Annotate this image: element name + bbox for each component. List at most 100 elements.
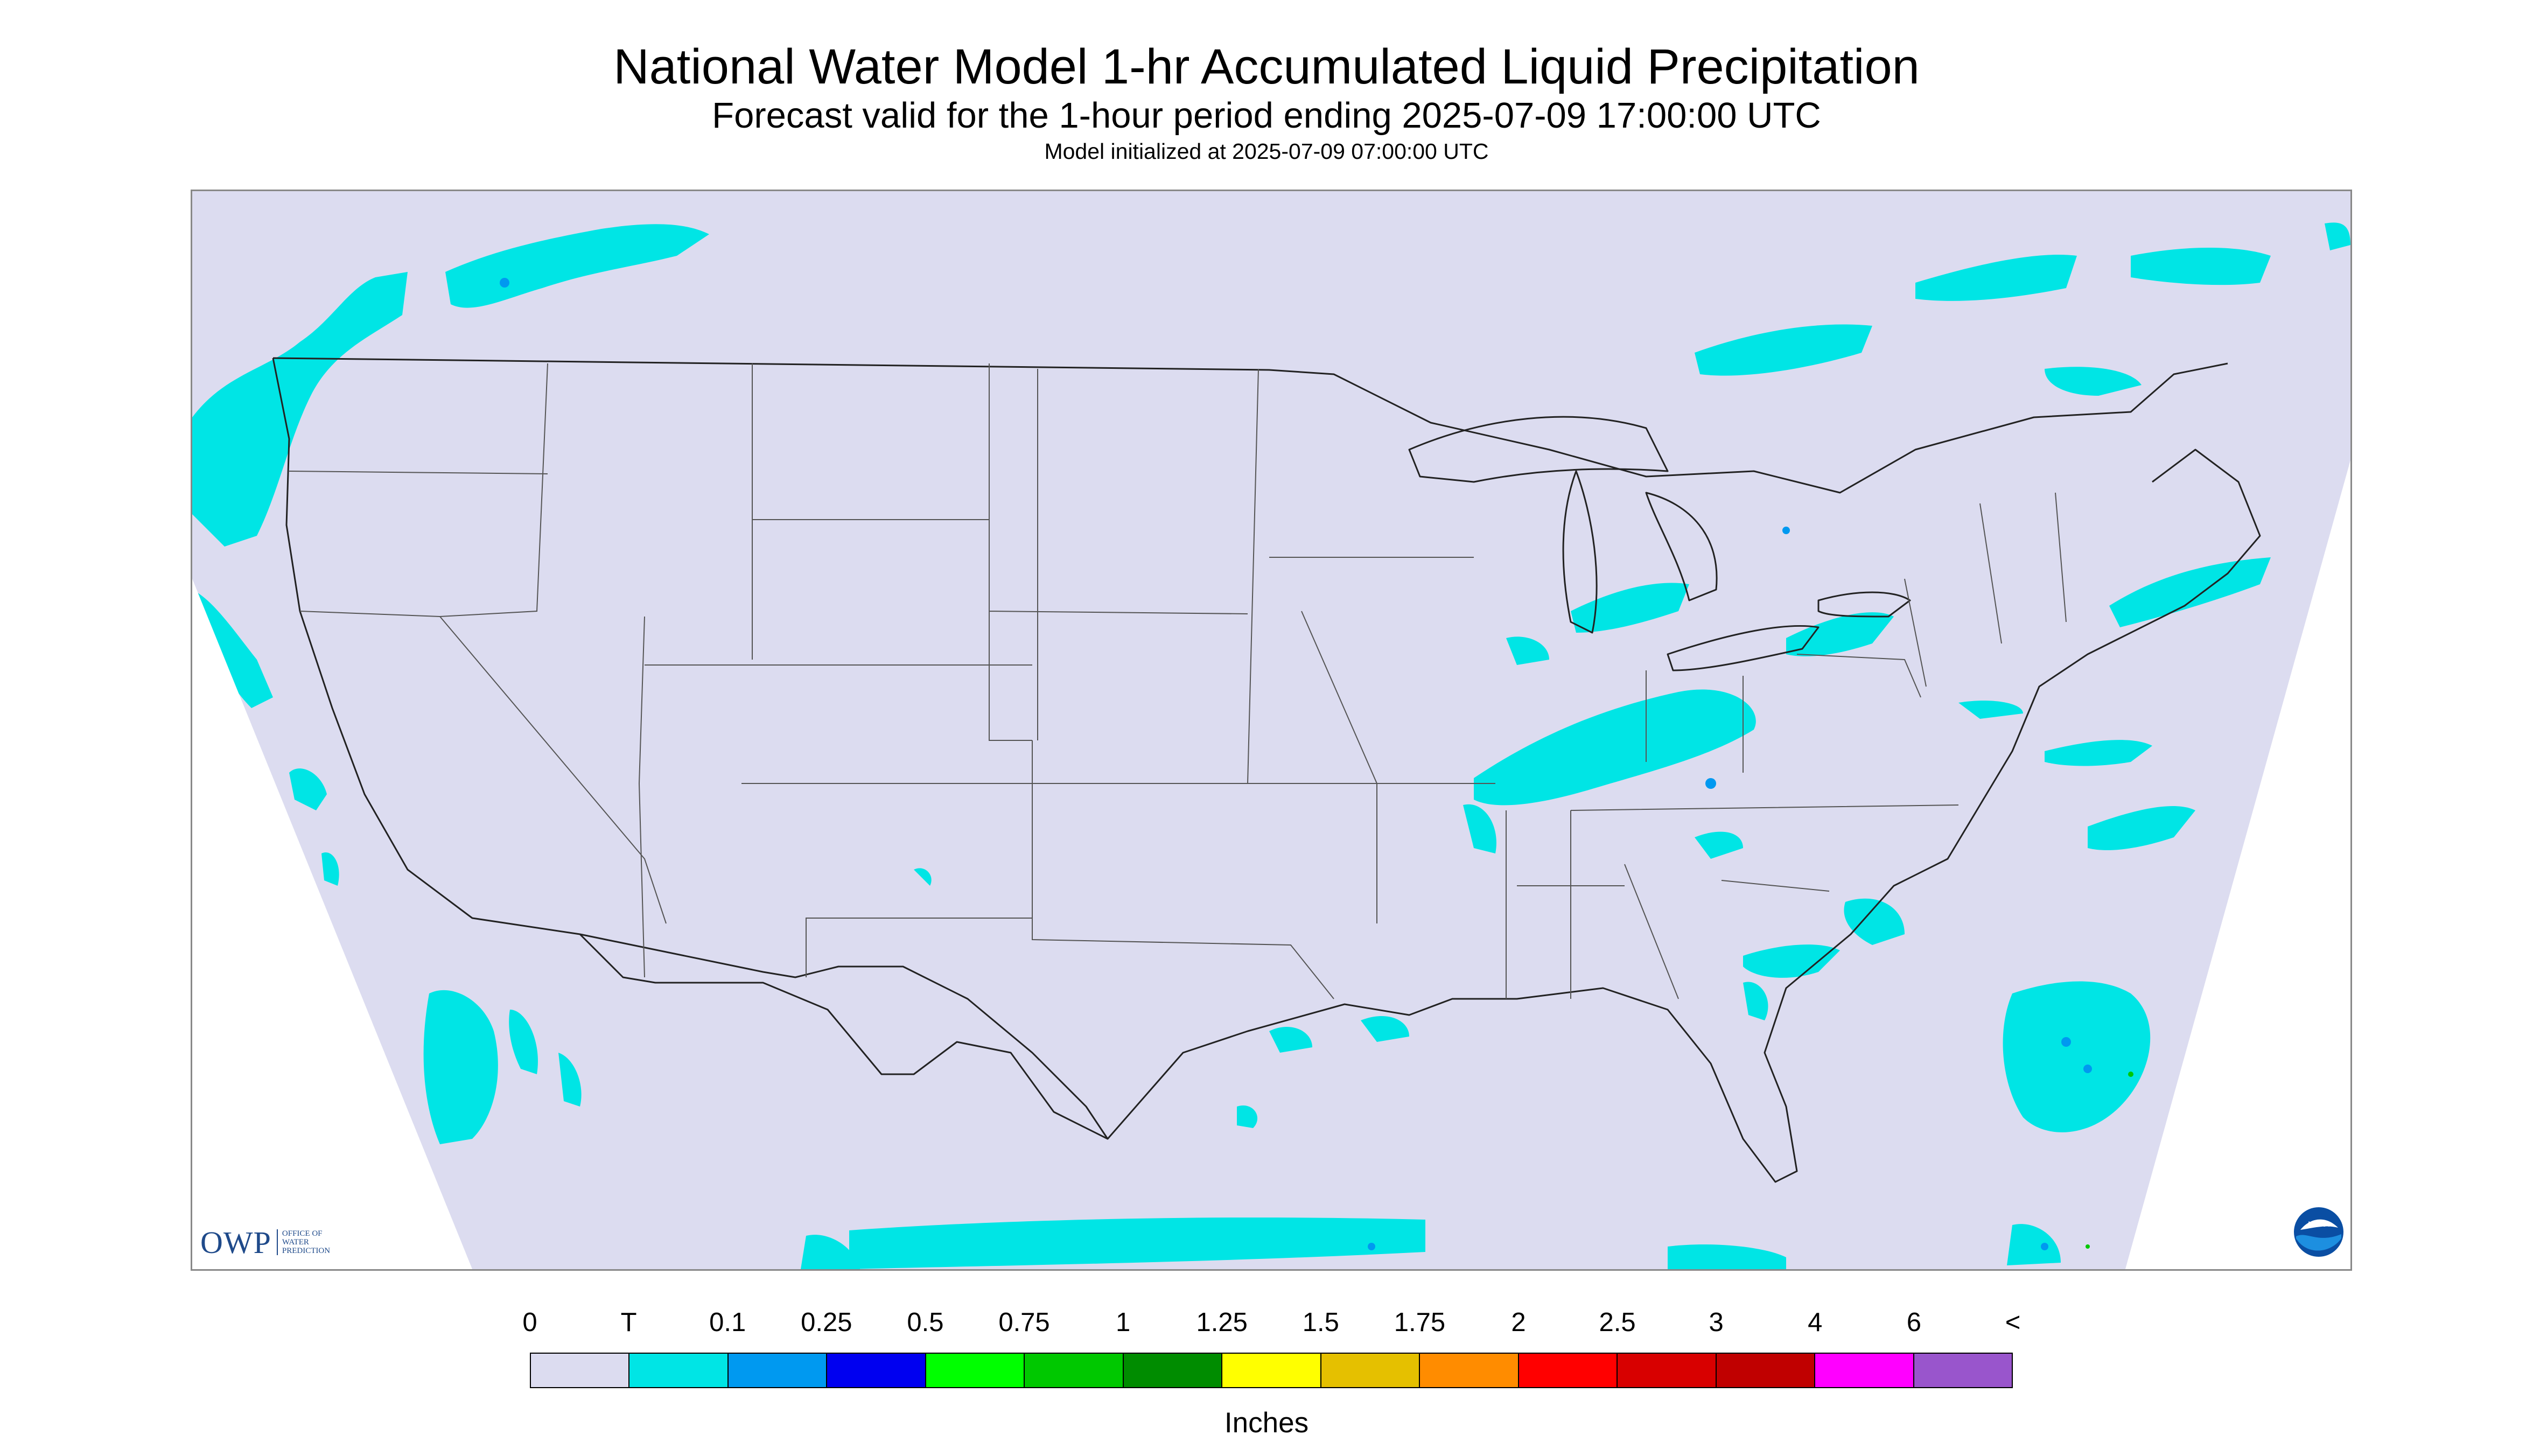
map-canvas [192, 191, 2350, 1269]
legend-tick-label: 6 [1906, 1308, 1922, 1337]
precip-area [509, 1010, 538, 1074]
legend-tick-label: 0.5 [907, 1308, 944, 1337]
owp-logo-text: OWP [200, 1224, 271, 1260]
legend-swatch [1321, 1354, 1421, 1387]
owp-logo-subtext: OFFICE OF WATER PREDICTION [276, 1229, 331, 1255]
lake-ontario [1817, 591, 1911, 618]
precip-area [423, 990, 498, 1144]
us-canada-border [272, 357, 2228, 494]
legend-labels: 0 T 0.1 0.25 0.5 0.75 1 1.25 1.5 1.75 2 2.5 3 4 6 < [0, 1307, 2533, 1345]
precip-area [2088, 806, 2195, 850]
precip-peak [2086, 1244, 2090, 1249]
legend-swatch [728, 1354, 828, 1387]
state-line [289, 363, 2067, 999]
precip-core [2041, 1243, 2048, 1250]
us-mexico-border [579, 933, 1109, 1139]
precip-area [192, 272, 408, 547]
state-lines [289, 363, 2067, 999]
owp-logo: OWP OFFICE OF WATER PREDICTION [200, 1223, 330, 1261]
legend-swatch [1815, 1354, 1914, 1387]
precip-area [321, 852, 339, 886]
legend-swatch [1420, 1354, 1519, 1387]
precip-core [1705, 778, 1716, 789]
lake-erie [1667, 625, 1820, 671]
legend-colorbar [530, 1353, 2013, 1388]
precip-area [1571, 583, 1689, 633]
legend-swatch [1025, 1354, 1124, 1387]
precip-core [1368, 1243, 1375, 1250]
precip-area [1474, 689, 1756, 806]
precip-peak [2128, 1072, 2133, 1077]
us-coastline-border [272, 358, 2261, 1183]
legend-units: Inches [1224, 1407, 1309, 1439]
noaa-logo-text: NOAA [2308, 1220, 2329, 1228]
precipitation-layer [192, 222, 2350, 1269]
precip-area [1743, 982, 1768, 1020]
legend-tick-label: 1.5 [1302, 1308, 1339, 1337]
legend-swatch [1618, 1354, 1717, 1387]
lake-huron [1645, 492, 1718, 601]
precip-area [2007, 1224, 2061, 1265]
legend-tick-label: < [2005, 1308, 2021, 1337]
map-subtitle: Forecast valid for the 1-hour period end… [712, 95, 1821, 136]
legend-swatch [1123, 1354, 1223, 1387]
precip-area [1668, 1244, 1786, 1269]
precipitation-map [191, 190, 2352, 1271]
legend-tick-label: 2 [1511, 1308, 1526, 1337]
lake-superior [1408, 416, 1669, 483]
precip-core [2061, 1037, 2071, 1047]
precip-area [1958, 701, 2023, 719]
precip-area [1695, 831, 1743, 859]
legend-tick-label: T [620, 1308, 637, 1337]
noaa-logo: NOAA [2294, 1207, 2343, 1257]
legend-tick-label: 0.1 [709, 1308, 746, 1337]
legend-swatch [1222, 1354, 1321, 1387]
legend-tick-label: 2.5 [1599, 1308, 1636, 1337]
precip-area [445, 224, 709, 308]
precip-area [2045, 367, 2142, 396]
legend-swatch [1914, 1354, 2012, 1387]
legend-tick-label: 0.25 [801, 1308, 852, 1337]
precip-area [1361, 1016, 1409, 1042]
legend-swatch [1519, 1354, 1618, 1387]
outside-domain-left [192, 579, 472, 1269]
precip-area [1695, 324, 1872, 376]
legend-tick-label: 4 [1808, 1308, 1823, 1337]
precip-area [2045, 740, 2152, 766]
precip-area [192, 590, 273, 708]
lake-michigan [1562, 470, 1598, 634]
model-init-time: Model initialized at 2025-07-09 07:00:00… [1044, 139, 1489, 164]
precip-area [1269, 1026, 1312, 1053]
precip-area [2131, 248, 2271, 285]
map-title: National Water Model 1-hr Accumulated Li… [613, 39, 1920, 94]
precip-core [500, 278, 509, 288]
legend-swatch [531, 1354, 630, 1387]
precip-area [1844, 898, 1905, 945]
precip-area [1915, 255, 2077, 301]
precip-area [1786, 612, 1894, 656]
legend-swatch [1716, 1354, 1816, 1387]
precip-area [1463, 804, 1496, 853]
legend-tick-label: 0 [522, 1308, 537, 1337]
legend-tick-label: 1 [1115, 1308, 1131, 1337]
legend-tick-label: 3 [1709, 1308, 1724, 1337]
precipitation-peaks [2086, 1072, 2133, 1249]
precip-area [289, 768, 327, 810]
legend-tick-label: 1.25 [1196, 1308, 1248, 1337]
owp-sub-line: WATER [282, 1238, 309, 1247]
precip-area [558, 1053, 582, 1107]
precip-area [2003, 981, 2151, 1132]
precipitation-cores [500, 278, 2092, 1250]
precip-area [801, 1235, 860, 1269]
boundary-layer [272, 357, 2261, 1183]
owp-sub-line: PREDICTION [282, 1247, 331, 1255]
legend-tick-label: 1.75 [1394, 1308, 1446, 1337]
precip-area [914, 868, 932, 886]
legend-swatch [827, 1354, 926, 1387]
precip-area [849, 1217, 1425, 1269]
outside-domain-right [2125, 460, 2350, 1269]
legend-swatch [926, 1354, 1025, 1387]
precip-area [1743, 944, 1840, 978]
precip-area [1506, 636, 1549, 665]
model-domain [192, 191, 2350, 1269]
